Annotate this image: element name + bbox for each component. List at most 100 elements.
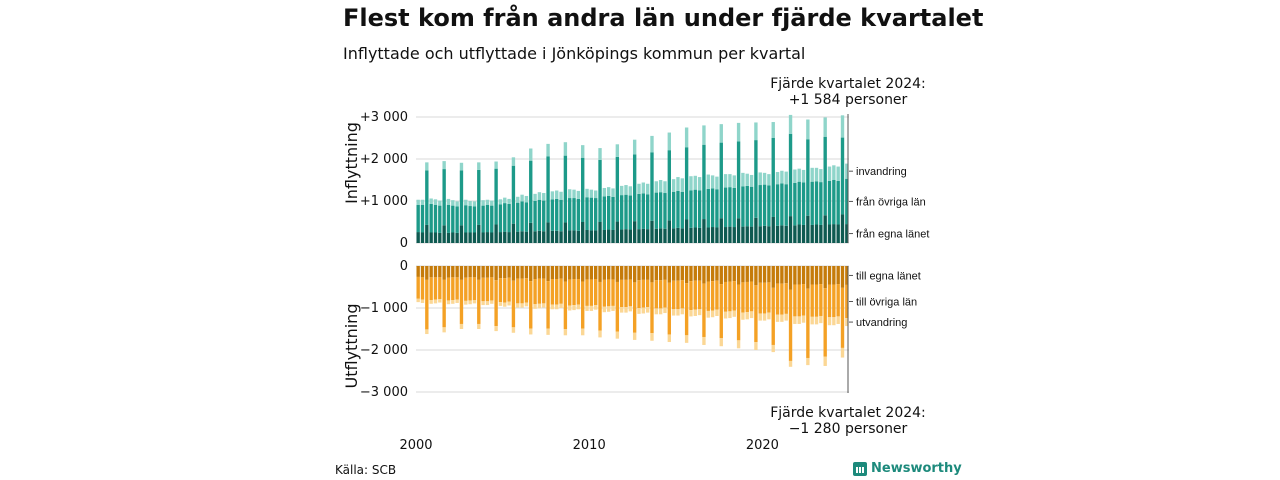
bar-out-till_egna_lanet — [624, 266, 628, 280]
bar-out-utvandring — [581, 328, 585, 336]
bar-in-invandring — [503, 197, 507, 204]
bar-in-fran_ovriga_lan — [572, 198, 576, 231]
bar-out-till_egna_lanet — [784, 266, 788, 284]
bar-out-till_ovriga_lan — [715, 280, 719, 310]
bar-out-till_ovriga_lan — [676, 280, 680, 310]
bar-out-till_egna_lanet — [650, 266, 654, 283]
series-label-in: från egna länet — [856, 229, 929, 241]
bar-in-invandring — [749, 174, 754, 187]
bar-out-till_ovriga_lan — [477, 279, 481, 324]
bar-out-till_egna_lanet — [676, 266, 680, 281]
bar-out-till_egna_lanet — [433, 266, 438, 278]
bar-in-fran_egna_lanet — [736, 218, 741, 243]
bar-in-fran_ovriga_lan — [814, 181, 819, 225]
bar-out-till_egna_lanet — [840, 266, 845, 288]
bar-in-fran_egna_lanet — [572, 230, 576, 243]
bar-in-fran_ovriga_lan — [490, 205, 494, 233]
bar-in-invandring — [671, 179, 676, 192]
bar-in-invandring — [628, 186, 633, 196]
bar-in-invandring — [420, 199, 425, 205]
bar-out-till_ovriga_lan — [585, 279, 589, 306]
bar-in-invandring — [693, 175, 697, 190]
bar-in-invandring — [559, 191, 563, 200]
bar-out-till_egna_lanet — [442, 266, 446, 280]
bar-in-fran_egna_lanet — [840, 214, 845, 243]
bar-out-till_egna_lanet — [663, 266, 667, 280]
bar-out-till_egna_lanet — [446, 266, 451, 278]
bar-in-fran_egna_lanet — [576, 230, 581, 243]
bar-in-invandring — [416, 199, 420, 205]
bar-in-fran_ovriga_lan — [723, 187, 728, 228]
bar-in-fran_ovriga_lan — [693, 189, 697, 228]
bar-out-till_ovriga_lan — [637, 280, 641, 308]
bar-in-fran_egna_lanet — [472, 232, 477, 243]
bar-in-fran_ovriga_lan — [697, 190, 702, 228]
bar-out-utvandring — [680, 308, 684, 315]
bar-out-till_ovriga_lan — [650, 282, 654, 334]
bar-out-till_ovriga_lan — [464, 277, 468, 301]
bar-in-fran_ovriga_lan — [736, 141, 741, 219]
bar-out-till_ovriga_lan — [416, 276, 420, 299]
bar-out-utvandring — [628, 306, 633, 312]
bar-in-invandring — [472, 201, 477, 207]
bar-out-utvandring — [446, 300, 451, 305]
bar-in-fran_egna_lanet — [555, 230, 559, 243]
bar-out-utvandring — [745, 312, 749, 320]
bar-out-till_ovriga_lan — [823, 288, 827, 357]
bar-in-fran_egna_lanet — [806, 215, 810, 243]
bar-out-till_egna_lanet — [689, 266, 693, 282]
bar-out-till_ovriga_lan — [468, 277, 472, 301]
bar-in-fran_egna_lanet — [658, 228, 663, 243]
bar-in-fran_egna_lanet — [611, 229, 615, 243]
bar-in-fran_egna_lanet — [520, 231, 524, 243]
bar-in-fran_egna_lanet — [810, 224, 814, 243]
bar-in-fran_ovriga_lan — [598, 159, 602, 222]
bar-out-till_egna_lanet — [619, 266, 624, 280]
bar-out-till_ovriga_lan — [594, 279, 598, 306]
series-label-out: till övriga län — [856, 296, 917, 308]
bar-out-utvandring — [632, 332, 637, 340]
bar-in-invandring — [516, 196, 520, 203]
bar-in-fran_ovriga_lan — [498, 204, 503, 233]
bar-out-till_egna_lanet — [559, 266, 563, 279]
bar-in-invandring — [676, 177, 680, 191]
bar-out-till_ovriga_lan — [494, 280, 498, 327]
bar-in-fran_egna_lanet — [533, 231, 537, 243]
bar-in-fran_ovriga_lan — [784, 184, 788, 226]
bar-in-invandring — [780, 170, 784, 184]
bar-out-utvandring — [658, 308, 663, 315]
bar-in-fran_egna_lanet — [797, 224, 801, 243]
bar-in-invandring — [438, 200, 442, 206]
bar-out-utvandring — [433, 299, 438, 304]
inflow-bars — [416, 114, 849, 243]
bar-in-fran_ovriga_lan — [559, 199, 563, 232]
bar-in-fran_egna_lanet — [758, 226, 762, 243]
bar-out-utvandring — [490, 300, 494, 304]
bar-in-fran_egna_lanet — [524, 231, 529, 243]
bar-out-utvandring — [706, 310, 710, 318]
bar-in-invandring — [542, 193, 546, 201]
bar-in-fran_ovriga_lan — [745, 185, 749, 227]
bar-in-fran_ovriga_lan — [836, 180, 840, 225]
bar-out-till_egna_lanet — [680, 266, 684, 281]
bar-in-fran_egna_lanet — [446, 232, 451, 243]
bar-in-invandring — [810, 167, 814, 182]
bar-in-invandring — [477, 162, 481, 170]
bar-out-till_ovriga_lan — [641, 279, 646, 308]
bar-in-fran_egna_lanet — [546, 222, 550, 243]
bar-in-fran_ovriga_lan — [524, 202, 529, 232]
bar-in-fran_ovriga_lan — [533, 201, 537, 232]
bar-out-utvandring — [498, 302, 503, 306]
bar-in-invandring — [602, 187, 607, 197]
bar-out-till_egna_lanet — [537, 266, 542, 279]
bar-out-till_egna_lanet — [758, 266, 762, 283]
bar-in-fran_egna_lanet — [507, 232, 511, 243]
bar-out-utvandring — [736, 340, 741, 349]
bar-in-fran_ovriga_lan — [594, 198, 598, 231]
bar-out-till_ovriga_lan — [749, 281, 754, 312]
bar-in-invandring — [736, 122, 741, 142]
bar-in-fran_ovriga_lan — [451, 205, 455, 233]
bar-in-invandring — [775, 172, 780, 185]
bar-in-fran_ovriga_lan — [537, 199, 542, 231]
bar-out-utvandring — [464, 300, 468, 305]
